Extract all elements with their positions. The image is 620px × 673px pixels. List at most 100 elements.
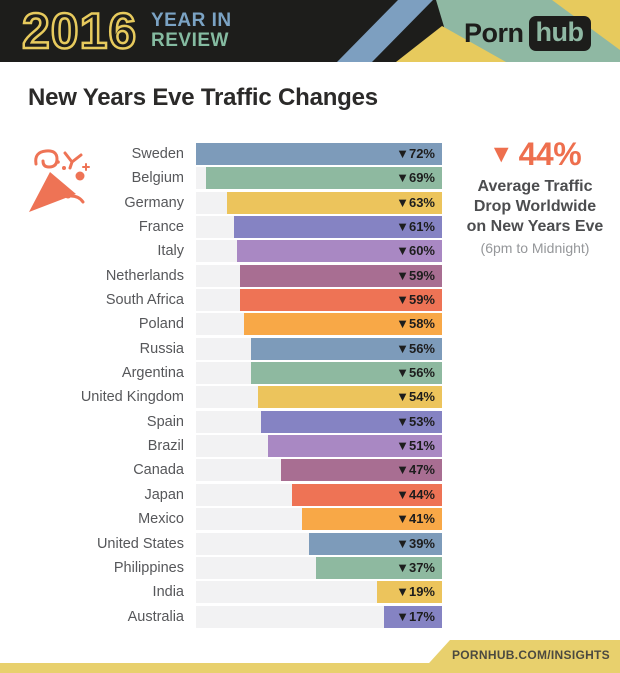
year-in-review-label: YEAR IN REVIEW (151, 11, 232, 51)
bar: ▼69% (206, 167, 442, 190)
year-2016-logo: 2016 (21, 2, 138, 61)
value-label: ▼72% (396, 146, 435, 161)
footer-strip (0, 663, 620, 673)
bar: ▼72% (196, 143, 442, 165)
chart-row: Brazil ▼51% (0, 435, 442, 458)
callout-line-2: Drop Worldwide (473, 198, 597, 215)
chart-row: South Africa ▼59% (0, 289, 442, 312)
country-label: India (152, 584, 184, 601)
callout-subtext: (6pm to Midnight) (480, 240, 590, 256)
value-label: ▼37% (396, 559, 435, 575)
bar-track: ▼39% (196, 532, 442, 555)
pornhub-logo-porn: Porn (464, 17, 524, 48)
value-label: ▼61% (396, 219, 435, 235)
value-label: ▼53% (396, 413, 435, 429)
value-label: ▼63% (396, 194, 435, 210)
chart-row: Germany ▼63% (0, 191, 442, 214)
bar-track: ▼59% (196, 289, 442, 312)
chart-row: Belgium ▼69% (0, 167, 442, 190)
chart-row: India ▼19% (0, 581, 442, 604)
party-popper-icon (29, 149, 90, 212)
footer-ribbon: PORNHUB.COM/INSIGHTS (420, 640, 620, 673)
bar-track: ▼59% (196, 264, 442, 287)
value-label: ▼39% (396, 535, 435, 551)
bar-track: ▼53% (196, 410, 442, 433)
pornhub-logo: Porn hub (464, 15, 591, 51)
value-label: ▼56% (396, 365, 435, 381)
country-label: Belgium (131, 170, 184, 187)
chart-row: Japan ▼44% (0, 483, 442, 506)
chart-row: United States ▼39% (0, 532, 442, 555)
bar-track: ▼37% (196, 556, 442, 579)
country-label: Brazil (147, 438, 184, 455)
bar: ▼58% (243, 313, 442, 336)
value-label: ▼54% (396, 389, 435, 405)
chart-row: Mexico ▼41% (0, 508, 442, 531)
country-label: United Kingdom (80, 389, 184, 406)
bar: ▼59% (240, 289, 442, 312)
chart-row: Australia ▼17% (0, 605, 442, 628)
bar-track: ▼47% (196, 459, 442, 482)
country-label: Russia (139, 340, 184, 357)
value-label: ▼44% (396, 486, 435, 502)
bar-track: ▼19% (196, 581, 442, 604)
bar-track: ▼63% (196, 191, 442, 214)
value-label: ▼56% (396, 340, 435, 356)
bar-track: ▼51% (196, 435, 442, 458)
value-label: ▼60% (396, 243, 435, 259)
chart-row: Spain ▼53% (0, 410, 442, 433)
country-label: Japan (144, 486, 184, 503)
value-label: ▼41% (396, 511, 435, 527)
country-label: Netherlands (105, 267, 184, 284)
country-label: Sweden (131, 146, 184, 162)
chart-row: France ▼61% (0, 216, 442, 239)
chart-row: Sweden ▼72% (0, 143, 442, 165)
chart-row: Canada ▼47% (0, 459, 442, 482)
chart-row: Russia ▼56% (0, 337, 442, 360)
page-title: New Years Eve Traffic Changes (28, 84, 378, 111)
bar-track: ▼58% (196, 313, 442, 336)
value-label: ▼69% (396, 170, 435, 186)
bar: ▼17% (383, 605, 442, 628)
callout-description: Average Traffic Drop Worldwide on New Ye… (452, 177, 618, 237)
bar: ▼51% (267, 435, 442, 458)
bar: ▼37% (315, 556, 442, 579)
bar: ▼39% (308, 532, 442, 555)
value-label: ▼58% (396, 316, 435, 332)
value-label: ▼51% (396, 438, 435, 454)
value-label: ▼59% (396, 292, 435, 308)
bar: ▼53% (260, 410, 442, 433)
callout-line-1: Average Traffic (477, 178, 593, 195)
bar: ▼56% (250, 337, 442, 360)
bar-track: ▼56% (196, 337, 442, 360)
country-label: Philippines (113, 559, 184, 576)
country-label: Italy (157, 243, 184, 260)
bar-track: ▼60% (196, 240, 442, 263)
bar-track: ▼41% (196, 508, 442, 531)
bar: ▼47% (281, 459, 442, 482)
insights-url: PORNHUB.COM/INSIGHTS (451, 648, 610, 662)
value-label: ▼59% (396, 267, 435, 283)
chart-row: Netherlands ▼59% (0, 264, 442, 287)
value-label: ▼19% (396, 584, 435, 600)
country-label: Canada (133, 462, 184, 479)
bar-track: ▼17% (196, 605, 442, 628)
bar-track: ▼72% (196, 143, 442, 165)
bar: ▼44% (291, 483, 442, 506)
callout-line-3: on New Years Eve (466, 218, 604, 235)
chart-row: Argentina ▼56% (0, 362, 442, 385)
pornhub-logo-hub: hub (535, 16, 584, 47)
country-label: Germany (124, 194, 184, 211)
down-triangle-icon: ▼ (488, 139, 514, 168)
chart-row: Italy ▼60% (0, 240, 442, 263)
bar-track: ▼56% (196, 362, 442, 385)
average-drop-callout: ▼ 44% Average Traffic Drop Worldwide on … (452, 137, 618, 256)
value-label: ▼47% (396, 462, 435, 478)
bar: ▼59% (240, 264, 442, 287)
bar-track: ▼61% (196, 216, 442, 239)
bar: ▼19% (377, 581, 442, 604)
callout-headline: ▼ 44% (452, 137, 618, 171)
country-label: South Africa (105, 292, 184, 309)
country-label: Spain (146, 413, 184, 430)
